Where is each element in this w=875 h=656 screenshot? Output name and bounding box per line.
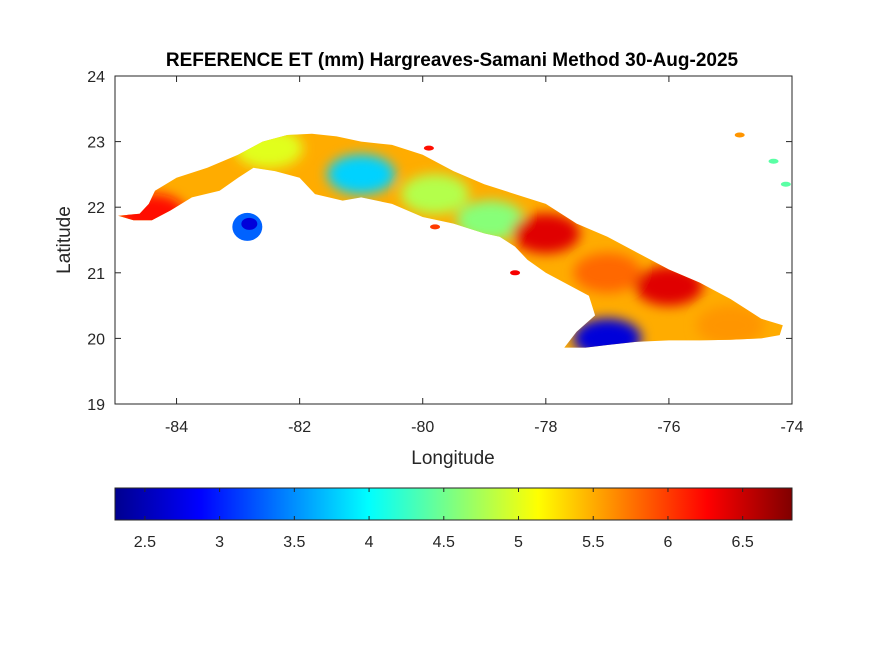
cay — [510, 270, 521, 276]
cay — [768, 158, 779, 164]
colorbar-tick-label: 2.5 — [134, 534, 156, 551]
cay — [734, 132, 745, 138]
plot-frame — [114, 75, 793, 405]
colorbar — [114, 487, 793, 521]
colorbar-tick-label: 4 — [365, 534, 374, 551]
colorbar-tick-label: 5 — [514, 534, 523, 551]
cay — [430, 224, 441, 230]
colorbar-tick-label: 6.5 — [732, 534, 754, 551]
colorbar-ticks: 2.5 3 3.5 4 4.5 5 5.5 6 6.5 — [134, 488, 754, 551]
isla-core — [241, 217, 258, 230]
et-region — [118, 193, 186, 234]
et-region — [327, 154, 396, 195]
y-tick-label: 22 — [87, 200, 105, 217]
y-tick-label: 21 — [87, 266, 105, 283]
x-tick-label: -76 — [657, 419, 680, 436]
x-tick-label: -74 — [780, 419, 803, 436]
et-region — [573, 252, 642, 293]
x-tick-label: -80 — [411, 419, 434, 436]
x-tick-label: -82 — [288, 419, 311, 436]
y-tick-label: 23 — [87, 135, 105, 152]
et-region — [696, 305, 765, 346]
et-region — [511, 213, 580, 254]
et-region — [401, 174, 470, 215]
y-tick-label: 24 — [87, 69, 105, 86]
x-tick-label: -84 — [165, 419, 188, 436]
y-tick-label: 19 — [87, 397, 105, 414]
chart-title: REFERENCE ET (mm) Hargreaves-Samani Meth… — [166, 50, 739, 71]
evapotranspiration-map — [118, 132, 791, 348]
colorbar-tick-label: 6 — [664, 534, 673, 551]
cay — [423, 145, 434, 151]
colorbar-tick-label: 3 — [215, 534, 224, 551]
et-region — [234, 133, 303, 169]
et-region — [573, 318, 642, 348]
y-tick-label: 20 — [87, 331, 105, 348]
colorbar-tick-label: 3.5 — [283, 534, 305, 551]
cay — [780, 181, 791, 187]
island-landmass — [118, 133, 783, 348]
colorbar-tick-label: 5.5 — [582, 534, 604, 551]
x-tick-label: -78 — [534, 419, 557, 436]
et-region — [634, 265, 703, 306]
colorbar-tick-label: 4.5 — [433, 534, 455, 551]
axis-ticks: -84 -82 -80 -78 -76 -74 19 20 21 22 23 24 — [87, 69, 803, 436]
x-axis-label: Longitude — [411, 448, 494, 469]
y-axis-label: Latitude — [54, 206, 75, 274]
